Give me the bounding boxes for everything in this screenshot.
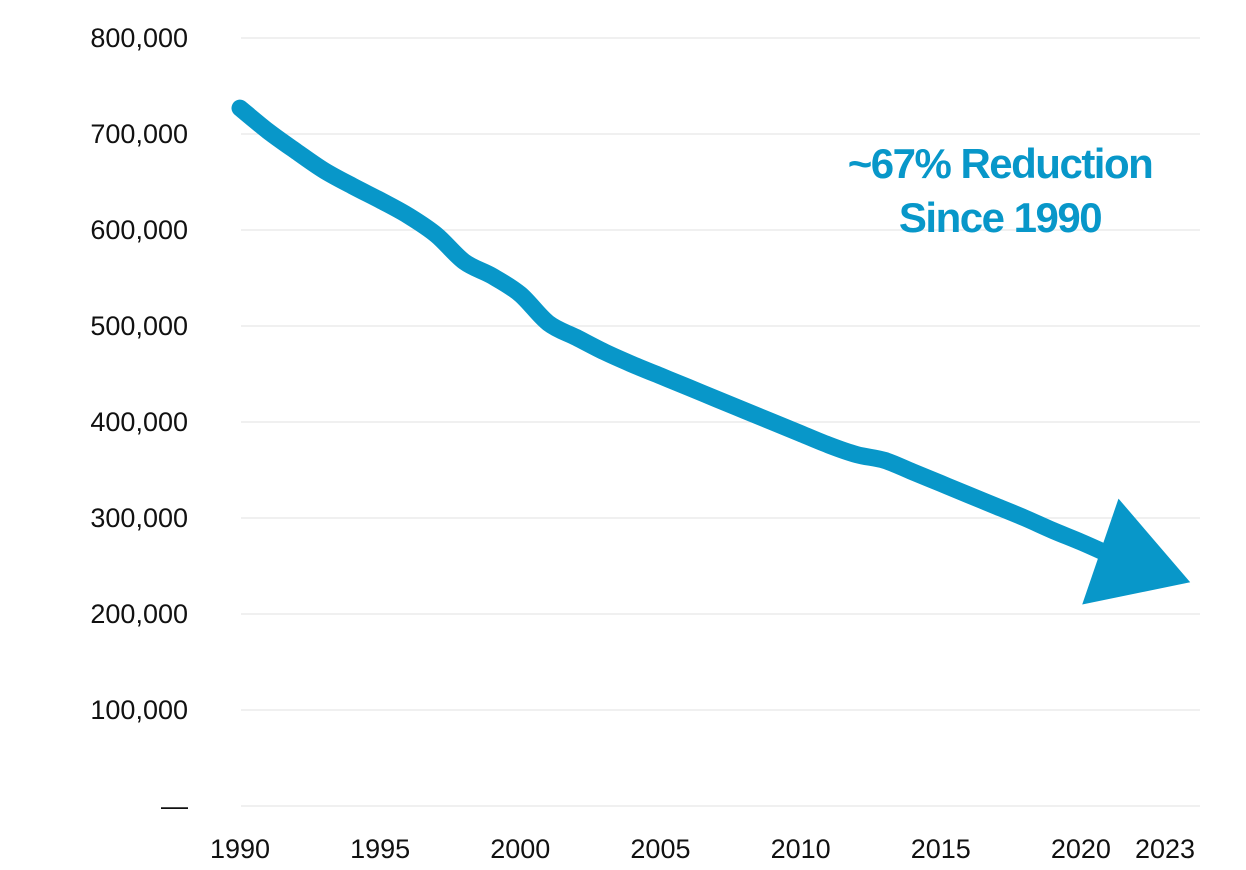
- y-tick-label-5: 500,000: [90, 311, 188, 341]
- y-tick-label-3: 300,000: [90, 503, 188, 533]
- x-tick-label-3: 2005: [630, 834, 690, 864]
- annotation: ~67% Reduction Since 1990: [848, 140, 1154, 241]
- x-tick-label-4: 2010: [771, 834, 831, 864]
- y-tick-label-7: 700,000: [90, 119, 188, 149]
- annotation-line-1: ~67% Reduction: [848, 140, 1153, 187]
- x-tick-label-2: 2000: [490, 834, 550, 864]
- x-tick-label-0: 1990: [210, 834, 270, 864]
- gridlines: [241, 37, 1200, 807]
- y-tick-label-4: 400,000: [90, 407, 188, 437]
- x-tick-label-7: 2023: [1135, 834, 1195, 864]
- x-axis-ticks: 1990 1995 2000 2005 2010 2015 2020 2023: [210, 834, 1195, 864]
- x-tick-label-6: 2020: [1051, 834, 1111, 864]
- arrowhead: [1082, 498, 1191, 605]
- y-tick-label-0: —: [161, 791, 188, 821]
- annotation-line-2: Since 1990: [899, 194, 1101, 241]
- series-layer: [231, 99, 1191, 605]
- y-tick-label-2: 200,000: [90, 599, 188, 629]
- x-tick-label-5: 2015: [911, 834, 971, 864]
- series-line-0: [231, 99, 1118, 563]
- x-tick-label-1: 1995: [350, 834, 410, 864]
- y-tick-label-6: 600,000: [90, 215, 188, 245]
- y-tick-label-8: 800,000: [90, 23, 188, 53]
- y-tick-label-1: 100,000: [90, 695, 188, 725]
- y-axis-ticks: — 100,000 200,000 300,000 400,000 500,000 600,…: [90, 23, 188, 821]
